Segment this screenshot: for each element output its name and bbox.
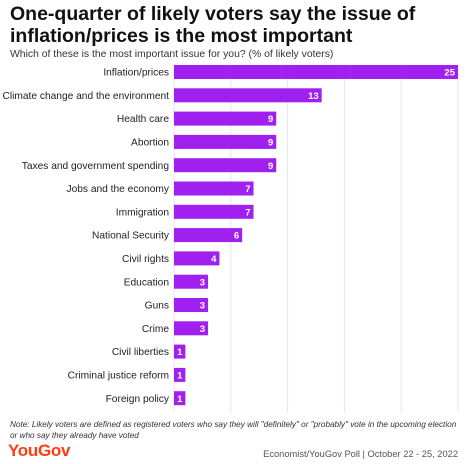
bar [174,251,220,266]
bar [174,111,277,126]
category-label: Health care [117,114,169,125]
category-label: Abortion [131,138,169,149]
bar [174,181,254,196]
bar [174,134,277,149]
footnote: Note: Likely voters are defined as regis… [10,420,457,440]
bar [174,65,458,79]
category-label: Foreign policy [106,394,170,405]
bar [174,367,186,382]
data-label: 9 [268,138,273,149]
bar [174,158,277,173]
bar [174,298,209,312]
bar [174,321,209,336]
data-label: 1 [177,347,183,358]
category-label: Climate change and the environment [3,91,170,102]
data-label: 7 [245,207,250,218]
bar [174,88,322,103]
data-label: 3 [200,277,205,288]
chart-subtitle: Which of these is the most important iss… [10,49,334,60]
category-label: Jobs and the economy [66,184,169,195]
data-label: 1 [177,371,183,382]
category-label: Immigration [116,207,169,218]
data-label: 4 [211,254,217,265]
data-label: 13 [308,91,319,102]
yougov-logo: YouGov [8,441,71,460]
source-credit: Economist/YouGov Poll | October 22 - 25,… [263,449,458,459]
data-label: 3 [200,324,205,335]
category-label: Crime [142,324,169,335]
category-label: Criminal justice reform [68,371,169,382]
bar [174,274,209,289]
data-label: 3 [200,301,205,312]
category-label: Civil liberties [112,347,169,358]
chart-title: One-quarter of likely voters say the iss… [10,3,416,47]
category-label: Education [124,277,169,288]
data-label: 1 [177,394,183,405]
category-label: Civil rights [122,254,169,265]
data-label: 9 [268,114,273,125]
bar [174,344,186,359]
data-label: 6 [234,231,239,242]
data-label: 25 [444,68,455,79]
bar [174,391,186,406]
category-label: Inflation/prices [103,68,169,79]
bar-chart: Inflation/prices 25 Climate change and the… [3,64,459,412]
category-label: Guns [145,301,169,312]
data-label: 9 [268,161,273,172]
category-label: National Security [92,231,170,242]
bar [174,204,254,219]
data-label: 7 [245,184,250,195]
bar [174,228,243,243]
category-label: Taxes and government spending [22,161,170,172]
